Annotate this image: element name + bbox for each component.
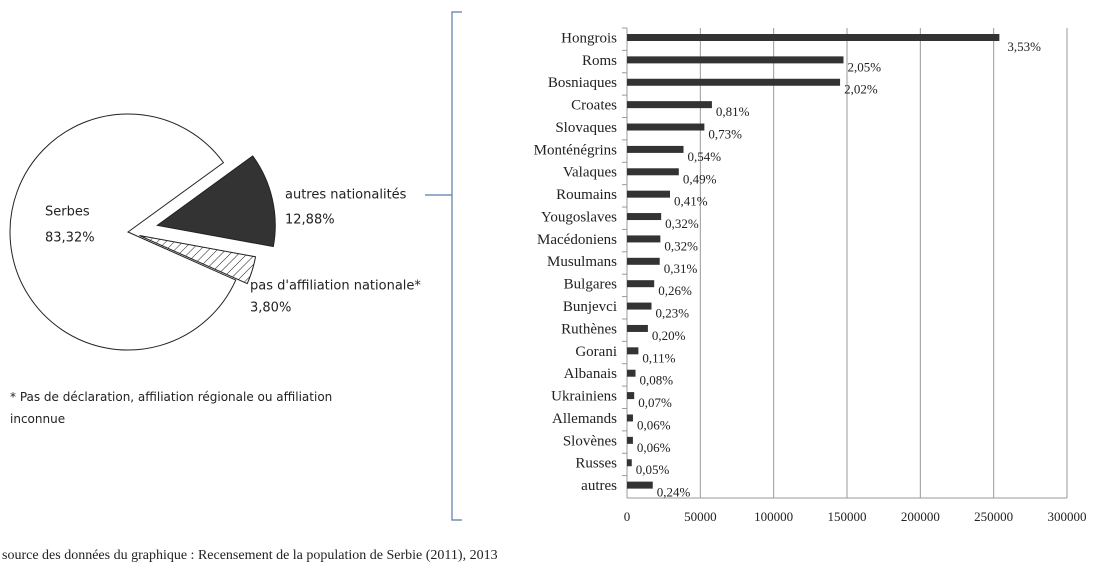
slice-label: pas d'affiliation nationale*: [250, 279, 421, 294]
x-tick-label: 250000: [974, 509, 1013, 524]
bar: [627, 324, 648, 332]
share-label: 0,26%: [658, 283, 692, 298]
bar: [627, 257, 660, 265]
share-label: 0,06%: [637, 417, 671, 432]
share-label: 0,81%: [716, 104, 750, 119]
y-tick-label: Bunjevci: [563, 299, 617, 315]
source: source des données du graphique : Recens…: [2, 548, 498, 563]
bar: [627, 280, 655, 288]
bar: [627, 56, 844, 64]
bar: [627, 414, 633, 422]
y-tick-label: Musulmans: [547, 254, 617, 270]
bar: [627, 145, 684, 153]
y-tick-label: Ruthènes: [561, 321, 617, 337]
y-tick-label: Roumains: [556, 187, 617, 203]
y-tick-label: Albanais: [564, 366, 617, 382]
x-tick-label: 0: [624, 509, 631, 524]
bar: [627, 235, 661, 243]
share-label: 0,06%: [637, 440, 671, 455]
bar: [627, 101, 712, 109]
share-label: 0,49%: [683, 171, 717, 186]
y-tick-label: Hongrois: [561, 30, 617, 46]
share-label: 0,11%: [642, 350, 675, 365]
x-tick-label: 300000: [1048, 509, 1087, 524]
slice-label: autres nationalités: [285, 188, 407, 203]
bar: [627, 213, 662, 221]
y-tick-label: Roms: [582, 53, 617, 69]
bar: [627, 123, 705, 131]
share-label: 0,05%: [636, 462, 670, 477]
share-label: 0,54%: [688, 149, 722, 164]
x-tick-label: 50000: [684, 509, 717, 524]
bracket: [451, 11, 462, 521]
bar: [627, 34, 1000, 41]
bar: [627, 302, 652, 310]
share-label: 0,07%: [638, 395, 672, 410]
share-label: 2,05%: [847, 59, 881, 74]
slice-value-label: 12,88%: [285, 213, 335, 228]
slice-value-label: 83,32%: [45, 231, 95, 246]
share-label: 0,41%: [674, 194, 708, 209]
bar: [627, 436, 633, 444]
pie-slice: [139, 235, 257, 285]
bar: [627, 392, 635, 400]
y-tick-label: Bulgares: [564, 277, 617, 293]
slice-value-label: 3,80%: [250, 301, 291, 316]
bar: [627, 78, 841, 86]
pie-note: * Pas de déclaration, affiliation région…: [10, 390, 332, 426]
bar: [627, 347, 639, 355]
y-tick-label: Slovènes: [563, 433, 617, 449]
y-tick-label: Russes: [575, 456, 617, 472]
y-tick-label: Allemands: [552, 411, 617, 427]
bar: [627, 168, 679, 176]
y-tick-label: autres: [581, 478, 617, 494]
share-label: 0,24%: [657, 485, 691, 500]
slice-label: Serbes: [45, 205, 90, 220]
share-label: 0,31%: [664, 261, 698, 276]
pie-slice: [156, 155, 276, 248]
share-label: 0,73%: [708, 127, 742, 142]
share-label: 2,02%: [844, 82, 878, 97]
bar: [627, 369, 636, 377]
x-tick-label: 200000: [901, 509, 940, 524]
y-tick-label: Yougoslaves: [541, 209, 617, 225]
share-label: 0,23%: [656, 306, 690, 321]
y-tick-label: Slovaques: [555, 120, 617, 136]
y-tick-label: Ukrainiens: [551, 389, 617, 405]
bar: [627, 481, 653, 489]
share-label: 0,08%: [640, 373, 674, 388]
pie-slice: [9, 113, 237, 351]
x-tick-label: 150000: [828, 509, 867, 524]
bar: [627, 190, 671, 198]
y-tick-label: Valaques: [563, 165, 617, 181]
y-tick-label: Macédoniens: [537, 232, 617, 248]
share-label: 0,32%: [665, 216, 699, 231]
y-tick-label: Monténégrins: [534, 142, 617, 158]
share-label: 0,32%: [664, 238, 698, 253]
x-tick-label: 100000: [754, 509, 793, 524]
y-tick-label: Gorani: [575, 344, 617, 360]
y-tick-label: Croates: [571, 98, 617, 114]
bar: [627, 459, 632, 467]
share-label: 0,20%: [652, 328, 686, 343]
y-tick-label: Bosniaques: [548, 75, 617, 91]
share-label: 3,53%: [1007, 39, 1041, 54]
